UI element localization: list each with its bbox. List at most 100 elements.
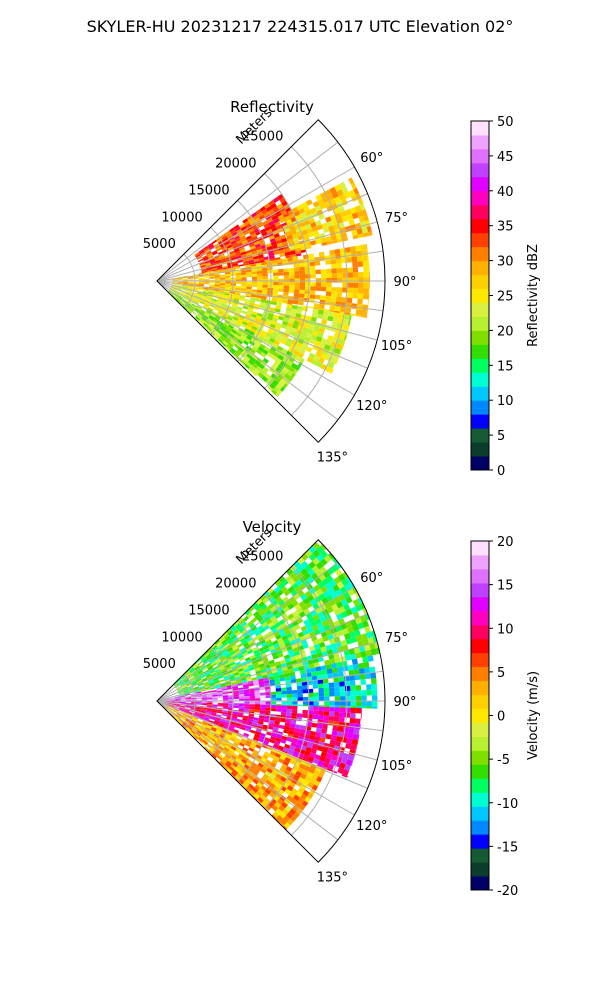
field-cell (211, 689, 218, 693)
field-cell (173, 681, 178, 686)
field-cell (342, 319, 350, 326)
field-cell (234, 294, 241, 296)
field-cell (331, 219, 339, 226)
colorbar-segment (471, 708, 489, 723)
field-cell (273, 351, 280, 358)
field-cell (290, 353, 298, 360)
field-cell (317, 637, 324, 644)
field-cell (217, 651, 223, 657)
field-cell (293, 731, 300, 737)
field-cell (290, 815, 297, 822)
field-cell (335, 253, 342, 260)
field-cell (238, 708, 245, 711)
field-cell (315, 647, 322, 654)
field-cell (249, 701, 256, 704)
field-cell (202, 255, 208, 259)
field-cell (245, 761, 252, 768)
field-cell (296, 713, 303, 718)
field-cell (316, 313, 324, 320)
field-cell (329, 705, 335, 708)
field-cell (213, 292, 219, 296)
field-cell (176, 297, 181, 302)
field-cell (200, 724, 206, 729)
field-cell (272, 672, 279, 677)
field-cell (323, 715, 329, 721)
field-cell (213, 721, 220, 726)
field-cell (244, 656, 251, 662)
field-cell (314, 754, 321, 761)
field-cell (291, 689, 298, 694)
field-cell (308, 704, 314, 707)
field-cell (357, 597, 363, 605)
field-cell (235, 253, 242, 257)
field-cell (187, 276, 194, 279)
field-cell (251, 289, 257, 293)
field-cell (246, 353, 253, 360)
field-cell (362, 608, 368, 615)
field-cell (349, 315, 352, 321)
field-cell (256, 268, 263, 272)
field-cell (345, 638, 353, 645)
field-cell (254, 706, 261, 711)
field-cell (185, 670, 190, 676)
field-cell (308, 696, 314, 701)
field-cell (248, 262, 255, 265)
field-cell (188, 666, 194, 672)
colorbar-tick-label: 50 (497, 115, 514, 130)
field-cell (276, 297, 283, 302)
field-cell (169, 703, 175, 705)
field-cell (269, 337, 276, 344)
field-cell (236, 773, 243, 779)
field-cell (234, 266, 241, 270)
colorbar-segment (471, 288, 489, 303)
field-cell (240, 768, 247, 775)
field-cell (314, 780, 321, 787)
field-cell (265, 701, 271, 704)
azimuth-line (156, 280, 384, 312)
field-cell (223, 294, 230, 298)
field-cell (289, 331, 296, 337)
field-cell (275, 687, 282, 692)
field-cell (254, 217, 261, 223)
colorbar-segment (471, 344, 489, 359)
field-cell (207, 308, 213, 313)
field-cell (241, 237, 247, 243)
field-cell (176, 286, 182, 289)
field-cell (286, 811, 294, 819)
field-cell (202, 291, 209, 295)
field-cell (304, 564, 312, 573)
field-cell (257, 762, 264, 768)
field-cell (333, 652, 340, 659)
colorbar-segment (471, 442, 489, 457)
field-cell (260, 369, 267, 376)
field-cell (222, 695, 229, 698)
field-cell (318, 687, 324, 693)
field-cell (205, 711, 212, 715)
field-cell (185, 705, 191, 708)
field-cell (218, 723, 225, 728)
field-cell (262, 366, 269, 373)
field-cell (232, 655, 238, 660)
field-cell (230, 735, 237, 740)
field-cell (250, 356, 257, 363)
field-cell (297, 697, 303, 701)
field-cell (293, 210, 301, 217)
velocity-panel: Velocity 500010000150002000025000Meters6… (143, 518, 541, 899)
field-cell (224, 290, 231, 294)
field-cell (202, 730, 209, 735)
field-cell (283, 317, 290, 323)
field-cell (340, 701, 346, 706)
field-cell (179, 301, 185, 306)
field-cell (341, 215, 349, 223)
field-cell (299, 270, 306, 275)
field-cell (318, 213, 326, 221)
field-cell (255, 209, 262, 215)
polar-grid (156, 141, 385, 421)
field-cell (216, 659, 222, 665)
field-cell (286, 234, 293, 240)
field-cell (277, 748, 283, 752)
colorbar-segment (471, 414, 489, 429)
field-cell (233, 742, 239, 747)
field-cell (201, 268, 207, 272)
field-cell (321, 241, 328, 246)
